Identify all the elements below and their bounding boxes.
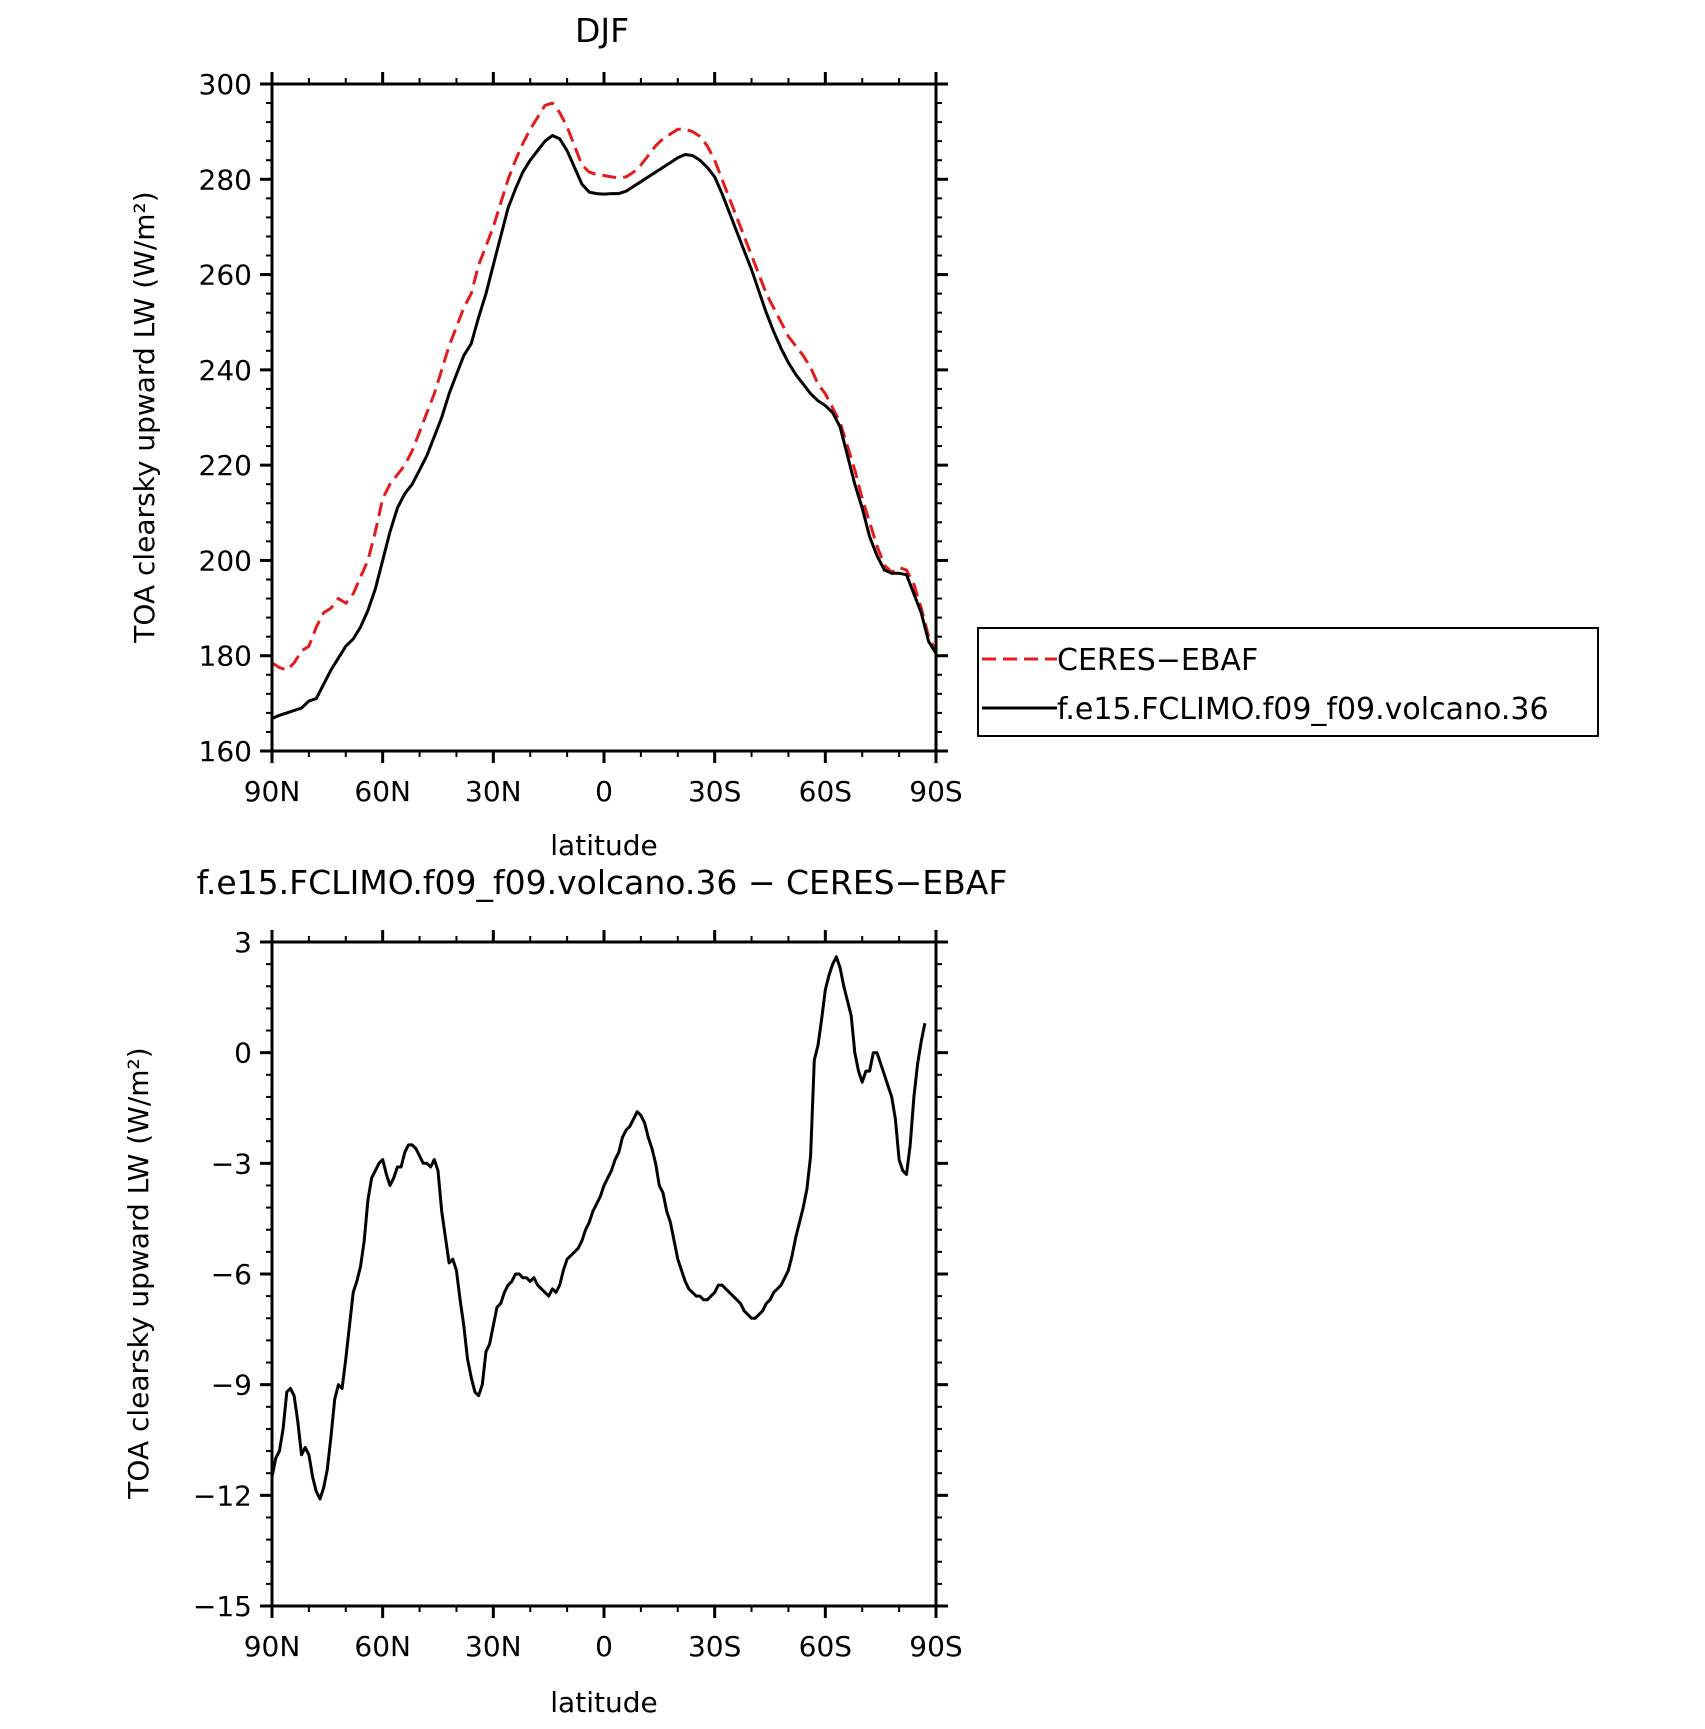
top-y-tick-label-1: 180 [199, 640, 252, 673]
top-x-tick-label-5: 60S [799, 775, 852, 808]
bottom-x-tick-label-4: 30S [688, 1630, 741, 1663]
top-y-tick-label-4: 240 [199, 354, 252, 387]
top-y-tick-label-2: 200 [199, 544, 252, 577]
top-x-axis-title: latitude [550, 829, 657, 862]
legend: CERES−EBAF f.e15.FCLIMO.f09_f09.volcano.… [977, 627, 1599, 737]
bottom-x-tick-label-0: 90N [244, 1630, 301, 1663]
bottom-y-tick-label-4: −3 [211, 1147, 252, 1180]
bottom-y-tick-label-3: −6 [211, 1258, 252, 1291]
top-y-tick-label-3: 220 [199, 449, 252, 482]
bottom-x-axis-title: latitude [550, 1686, 657, 1719]
top-x-tick-label-6: 90S [909, 775, 962, 808]
top-y-tick-label-6: 280 [199, 163, 252, 196]
top-x-tick-label-4: 30S [688, 775, 741, 808]
bottom-x-tick-labels: 90N 60N 30N 0 30S 60S 90S [244, 1630, 963, 1663]
bottom-y-axis-title: TOA clearsky upward LW (W/m²) [122, 1047, 155, 1499]
bottom-plot-title: f.e15.FCLIMO.f09_f09.volcano.36 − CERES−… [197, 863, 1008, 902]
bottom-panel: f.e15.FCLIMO.f09_f09.volcano.36 − CERES−… [122, 863, 1007, 1719]
bottom-x-tick-label-1: 60N [354, 1630, 411, 1663]
top-series-group [271, 101, 938, 720]
bottom-y-tick-label-0: −15 [193, 1590, 252, 1623]
legend-box [977, 627, 1599, 737]
top-x-tick-label-1: 60N [354, 775, 411, 808]
top-plot-frame [270, 82, 938, 753]
bottom-y-tick-label-5: 0 [234, 1037, 252, 1070]
bottom-y-tick-label-6: 3 [234, 926, 252, 959]
bottom-y-tick-label-2: −9 [211, 1369, 252, 1402]
bottom-plot-frame [270, 940, 938, 1608]
bottom-axis-ticks [260, 930, 948, 1618]
bottom-y-tick-label-1: −12 [193, 1479, 252, 1512]
top-y-tick-label-7: 300 [199, 68, 252, 101]
bottom-x-tick-label-3: 0 [595, 1630, 613, 1663]
top-x-tick-label-0: 90N [244, 775, 301, 808]
top-y-tick-label-5: 260 [199, 259, 252, 292]
bottom-x-tick-label-2: 30N [465, 1630, 522, 1663]
legend-label-model: f.e15.FCLIMO.f09_f09.volcano.36 [1057, 692, 1549, 727]
top-x-tick-label-3: 0 [595, 775, 613, 808]
top-panel: DJF 160 180 200 220 240 260 280 300 90N 60N 30N 0 3… [128, 11, 1599, 862]
top-y-tick-label-0: 160 [199, 735, 252, 768]
bottom-series-group [270, 955, 927, 1501]
top-series-line-1 [271, 134, 938, 720]
bottom-x-tick-label-5: 60S [799, 1630, 852, 1663]
bottom-x-tick-label-6: 90S [909, 1630, 962, 1663]
top-x-tick-labels: 90N 60N 30N 0 30S 60S 90S [244, 775, 963, 808]
bottom-series-line-0 [270, 955, 927, 1501]
legend-label-ceres: CERES−EBAF [1057, 643, 1258, 678]
top-plot-title: DJF [575, 11, 629, 50]
top-x-tick-label-2: 30N [465, 775, 522, 808]
top-y-tick-labels: 160 180 200 220 240 260 280 300 [199, 68, 252, 768]
bottom-y-tick-labels: −15 −12 −9 −6 −3 0 3 [193, 926, 252, 1623]
top-y-axis-title: TOA clearsky upward LW (W/m²) [128, 191, 161, 643]
top-series-line-0 [271, 101, 938, 672]
